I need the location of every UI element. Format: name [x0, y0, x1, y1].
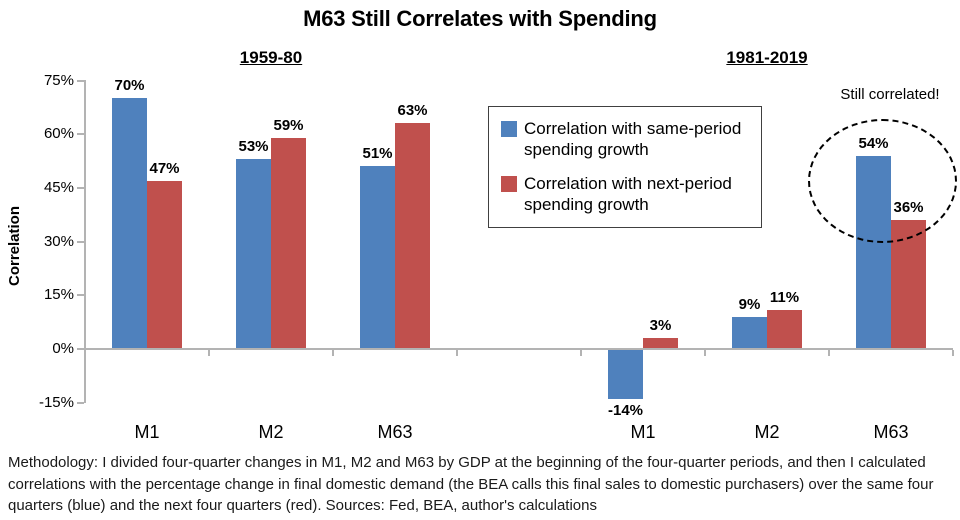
bar-value-label: 70%: [114, 77, 145, 95]
bar-value-label: 47%: [149, 159, 180, 177]
bar: [732, 316, 767, 349]
bar-value-label: 51%: [362, 145, 393, 163]
group-header: 1959-80: [239, 48, 303, 67]
y-tick-label: 45%: [43, 178, 74, 196]
legend-marker-blue: [501, 121, 517, 137]
category-label: M1: [134, 422, 160, 442]
annotation-text: Still correlated!: [840, 86, 940, 103]
group-header: 1981-2019: [726, 48, 808, 67]
legend-label: Correlation with same-period spending gr…: [524, 119, 742, 159]
x-tick-mark: [828, 350, 830, 356]
y-tick-label: 15%: [43, 286, 74, 304]
category-label: M2: [754, 422, 780, 442]
y-tick-mark: [77, 401, 84, 404]
methodology-footer: Methodology: I divided four-quarter chan…: [8, 454, 934, 514]
y-tick-label: 60%: [43, 125, 74, 143]
category-label: M1: [630, 422, 656, 442]
bar: [112, 98, 147, 349]
x-tick-mark: [704, 350, 706, 356]
bar-value-label: 9%: [738, 295, 761, 313]
x-tick-mark: [208, 350, 210, 356]
y-tick-label: 0%: [52, 340, 74, 357]
y-tick-mark: [77, 133, 84, 136]
legend-item-next-period: Correlation with next-period spending gr…: [501, 173, 753, 215]
y-axis-line: [84, 80, 86, 403]
y-tick-mark: [77, 294, 84, 297]
category-label: M2: [258, 422, 284, 442]
legend: Correlation with same-period spending gr…: [488, 106, 762, 228]
bar: [643, 338, 678, 349]
x-tick-mark: [580, 350, 582, 356]
y-tick-label: 30%: [43, 232, 74, 250]
bar: [360, 166, 395, 349]
bar-value-label: 11%: [769, 288, 800, 306]
y-tick-label: 75%: [43, 71, 74, 89]
bar: [236, 159, 271, 349]
bar-value-label: 3%: [649, 317, 672, 335]
y-tick-mark: [77, 79, 84, 82]
category-label: M63: [377, 422, 413, 442]
legend-item-same-period: Correlation with same-period spending gr…: [501, 118, 753, 160]
legend-label: Correlation with next-period spending gr…: [524, 174, 732, 214]
annotation-ellipse: [808, 119, 957, 243]
bar-value-label: 63%: [397, 102, 428, 120]
bar: [608, 349, 643, 400]
x-axis-line: [85, 348, 953, 350]
bar: [147, 180, 182, 349]
legend-marker-red: [501, 176, 517, 192]
chart-title: M63 Still Correlates with Spending: [303, 6, 657, 31]
x-tick-mark: [952, 350, 954, 356]
y-tick-mark: [77, 240, 84, 243]
x-tick-mark: [332, 350, 334, 356]
y-tick-label: -15%: [38, 393, 74, 411]
y-tick-mark: [77, 186, 84, 189]
bar-value-label: 53%: [238, 138, 269, 156]
x-tick-mark: [456, 350, 458, 356]
bar-value-label: 59%: [273, 116, 304, 134]
y-tick-mark: [77, 348, 84, 350]
category-label: M63: [873, 422, 909, 442]
x-tick-mark: [84, 350, 86, 356]
bar: [271, 137, 306, 349]
bar: [395, 123, 430, 349]
bar-value-label: -14%: [607, 402, 644, 420]
bar: [767, 309, 802, 349]
